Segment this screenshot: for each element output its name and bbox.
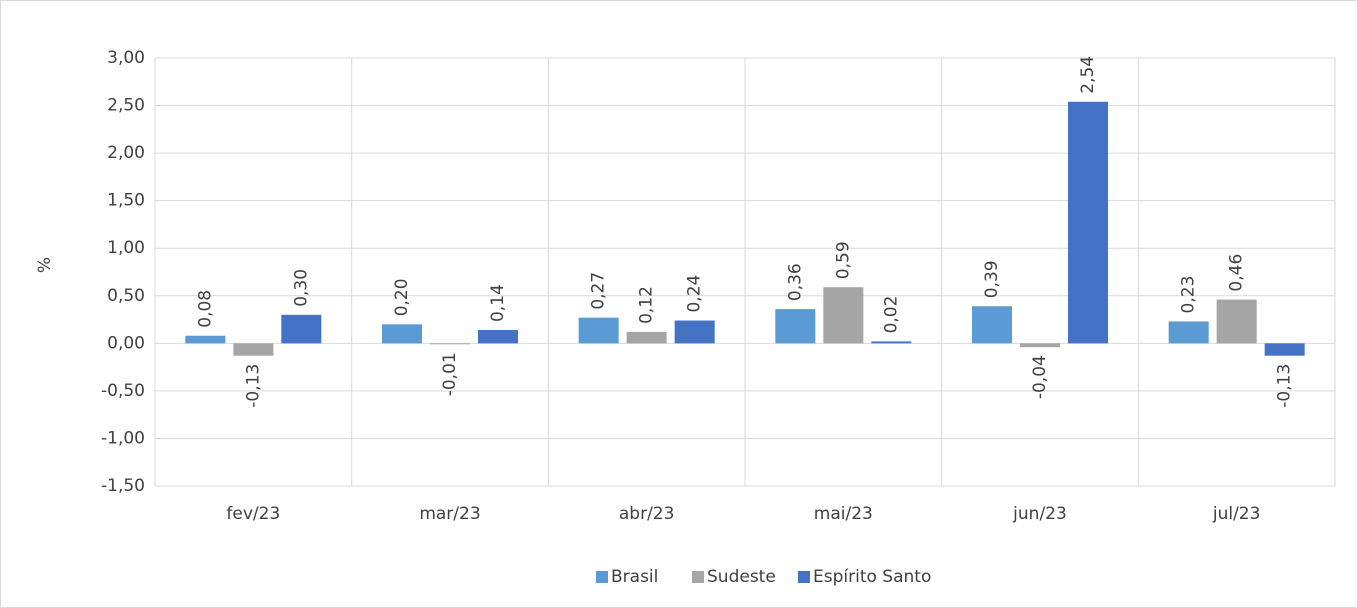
legend-swatch (692, 571, 704, 583)
bar (382, 324, 422, 344)
legend-swatch (798, 571, 810, 583)
value-label: 0,12 (637, 286, 657, 324)
y-tick-label: 2,50 (107, 96, 145, 116)
value-label: 0,24 (685, 275, 705, 313)
x-tick-label: jul/23 (1212, 504, 1261, 524)
value-label: 0,46 (1227, 254, 1247, 292)
bar (478, 330, 518, 344)
bar (626, 331, 667, 344)
value-label: 0,30 (291, 269, 311, 307)
y-tick-label: 0,00 (107, 333, 145, 353)
value-label: 2,54 (1078, 56, 1098, 94)
bar (823, 287, 864, 344)
value-label: 0,08 (195, 290, 215, 328)
legend-swatch (596, 571, 608, 583)
value-label: 0,14 (488, 284, 508, 322)
y-tick-label: 1,50 (107, 191, 145, 211)
x-tick-label: mar/23 (419, 504, 480, 524)
bar (972, 306, 1012, 344)
bar (1020, 343, 1060, 348)
legend-label: Brasil (611, 567, 658, 587)
value-label: 0,27 (589, 272, 609, 310)
bar (185, 335, 226, 344)
bar (1168, 321, 1209, 344)
bar (871, 341, 912, 344)
y-tick-label: 0,50 (107, 286, 145, 306)
y-tick-label: 1,00 (107, 238, 145, 258)
bar (281, 314, 322, 344)
x-tick-label: abr/23 (619, 504, 675, 524)
x-tick-label: jun/23 (1012, 504, 1067, 524)
legend-label: Sudeste (707, 567, 776, 587)
value-label: -0,13 (243, 364, 263, 408)
value-label: 0,39 (982, 260, 1002, 298)
bar (1068, 101, 1108, 344)
value-label: 0,59 (833, 241, 853, 279)
value-label: 0,20 (392, 278, 412, 316)
y-tick-label: -1,00 (101, 428, 145, 448)
x-tick-label: mai/23 (814, 504, 873, 524)
bar (674, 320, 715, 344)
bar (775, 309, 816, 344)
y-axis-label: % (35, 257, 55, 273)
value-label: -0,04 (1030, 355, 1050, 399)
y-tick-label: 2,00 (107, 143, 145, 163)
value-label: 0,02 (881, 296, 901, 334)
x-tick-label: fev/23 (226, 504, 280, 524)
bar (233, 343, 274, 356)
y-tick-label: -1,50 (101, 476, 145, 496)
legend-label: Espírito Santo (813, 567, 931, 587)
value-label: 0,23 (1179, 276, 1199, 314)
bar (1264, 343, 1305, 356)
y-tick-label: 3,00 (107, 48, 145, 68)
value-label: -0,13 (1275, 364, 1295, 408)
bar (430, 343, 470, 345)
value-label: 0,36 (785, 263, 805, 301)
bar (578, 317, 619, 344)
y-tick-label: -0,50 (101, 381, 145, 401)
value-label: -0,01 (440, 352, 460, 396)
bar (1216, 299, 1257, 344)
